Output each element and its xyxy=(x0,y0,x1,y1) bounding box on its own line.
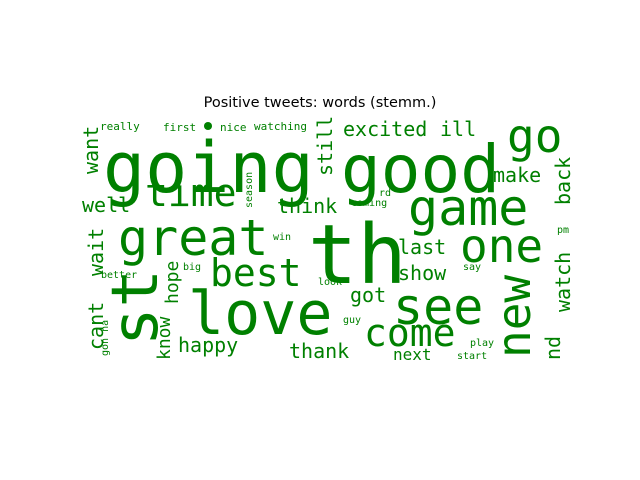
cloud-dot xyxy=(204,122,212,130)
cloud-word-one: one xyxy=(460,219,543,273)
cloud-word-think: think xyxy=(277,194,337,218)
cloud-word-great: great xyxy=(118,209,269,267)
cloud-word-ill: ill xyxy=(440,117,476,141)
cloud-word-see: see xyxy=(393,278,483,336)
cloud-word-come: come xyxy=(364,311,456,355)
cloud-word-next: next xyxy=(393,345,432,364)
cloud-word-show: show xyxy=(398,261,447,285)
cloud-word-pm: pm xyxy=(557,225,569,236)
cloud-word-wait: wait xyxy=(84,228,108,276)
cloud-word-excited: excited xyxy=(343,117,427,141)
cloud-word-back: back xyxy=(551,157,575,205)
cloud-word-game: game xyxy=(408,179,528,237)
cloud-word-big: big xyxy=(183,262,201,273)
cloud-word-still: still xyxy=(313,116,337,176)
cloud-word-gon-na: gon na xyxy=(100,320,111,356)
cloud-word-first: first xyxy=(163,121,196,134)
cloud-word-hope: hope xyxy=(162,261,183,304)
cloud-word-love: love xyxy=(188,279,333,349)
cloud-word-well: well xyxy=(82,193,130,217)
cloud-word-make: make xyxy=(493,163,541,187)
cloud-word-good: good xyxy=(341,131,500,208)
cloud-word-thank: thank xyxy=(289,339,349,363)
cloud-word-st: st xyxy=(99,269,173,346)
cloud-word-really: really xyxy=(100,120,140,133)
cloud-word-look: look xyxy=(318,277,342,288)
cloud-word-th: th xyxy=(308,208,407,303)
cloud-word-happy: happy xyxy=(178,333,238,357)
cloud-word-watching: watching xyxy=(254,120,307,133)
cloud-word-going: going xyxy=(103,127,314,209)
chart-title: Positive tweets: words (stemm.) xyxy=(203,95,437,111)
cloud-word-nice: nice xyxy=(220,121,247,134)
cloud-word-best: best xyxy=(210,251,302,295)
cloud-word-play: play xyxy=(470,338,494,349)
cloud-word-go: go xyxy=(507,109,562,163)
cloud-word-win: win xyxy=(273,232,291,243)
cloud-word-know: know xyxy=(154,316,175,360)
cloud-word-season: season xyxy=(244,172,255,208)
cloud-word-want: want xyxy=(79,126,103,174)
cloud-word-start: start xyxy=(457,351,487,362)
cloud-word-coming: coming xyxy=(351,198,387,209)
cloud-word-rd: rd xyxy=(379,188,391,199)
cloud-word-nd: nd xyxy=(541,336,565,360)
cloud-word-last: last xyxy=(398,235,446,259)
cloud-word-got: got xyxy=(350,283,386,307)
cloud-word-time: time xyxy=(145,171,237,215)
cloud-word-better: better xyxy=(101,270,137,281)
cloud-word-new: new xyxy=(487,275,541,358)
cloud-word-say: say xyxy=(463,262,481,273)
cloud-word-watch: watch xyxy=(551,252,575,312)
cloud-word-guy: guy xyxy=(343,315,361,326)
cloud-word-cant: cant xyxy=(84,302,108,350)
